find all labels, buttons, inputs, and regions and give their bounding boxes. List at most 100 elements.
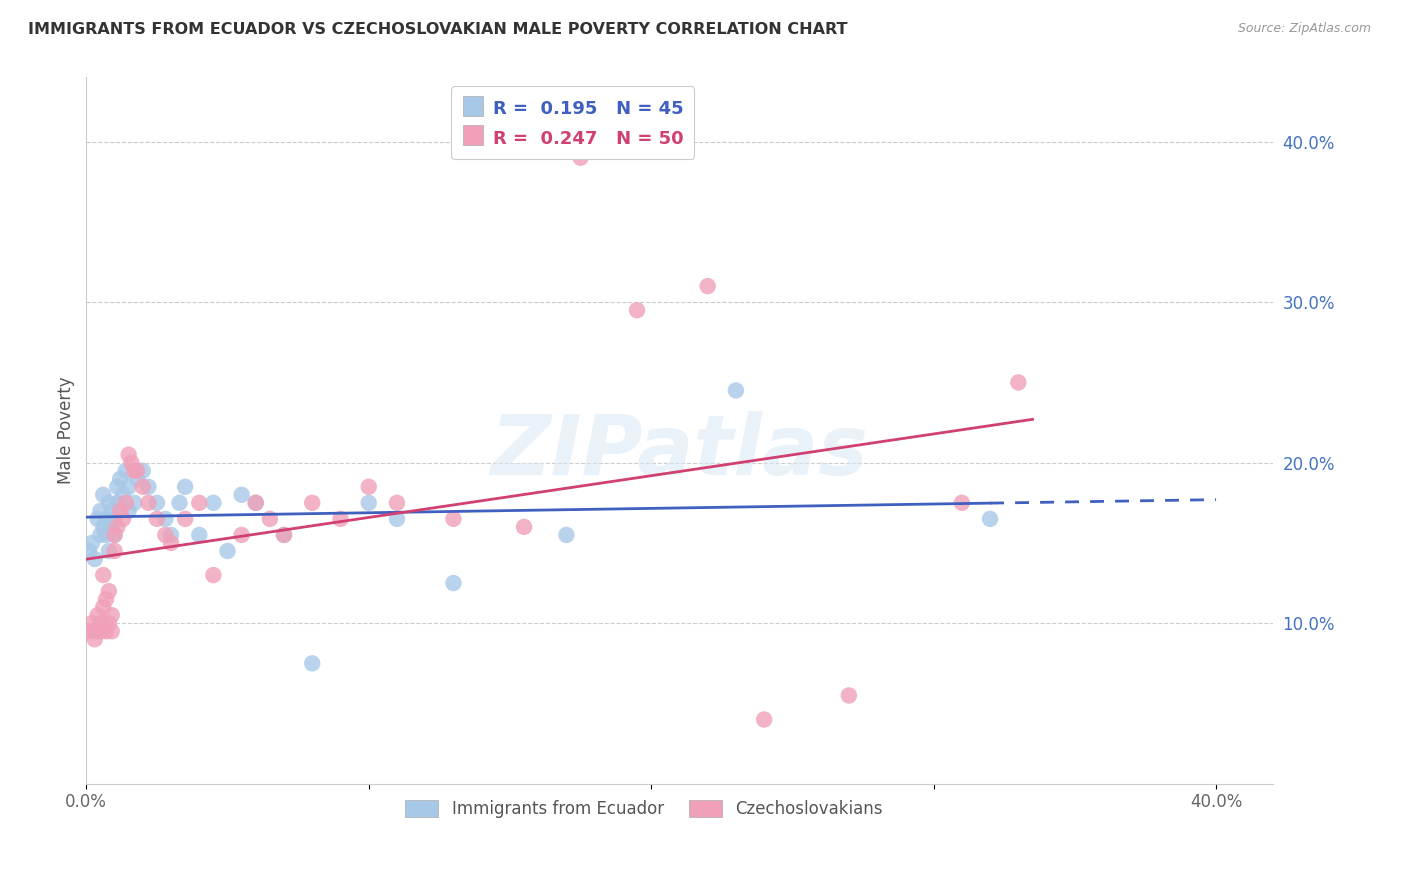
Point (100, 624, 122, 639)
Point (91, 488, 114, 502)
Point (696, 279, 718, 293)
Point (100, 520, 122, 534)
Point (91, 520, 114, 534)
Point (103, 528, 125, 542)
Point (301, 496, 323, 510)
Point (108, 472, 131, 486)
Point (132, 480, 155, 494)
Point (91, 600, 114, 615)
Point (89, 624, 111, 639)
Point (301, 657, 323, 671)
Point (124, 464, 146, 478)
Point (103, 528, 125, 542)
Point (724, 384, 747, 398)
Point (94, 512, 117, 526)
Point (80, 536, 103, 550)
Point (77, 624, 100, 639)
Point (1007, 376, 1029, 390)
Point (83, 632, 105, 647)
Point (443, 512, 465, 526)
Point (97, 496, 120, 510)
Point (513, 520, 536, 534)
Point (118, 480, 141, 494)
Point (950, 496, 973, 510)
Point (752, 713, 775, 727)
Point (97, 616, 120, 631)
Point (146, 512, 169, 526)
Point (138, 480, 160, 494)
Point (103, 544, 125, 558)
Point (105, 496, 128, 510)
Point (86, 512, 108, 526)
Point (155, 528, 177, 542)
Point (121, 456, 143, 470)
Point (91, 568, 114, 582)
Point (443, 576, 465, 591)
Point (329, 512, 352, 526)
Point (160, 528, 183, 542)
Point (979, 512, 1001, 526)
Point (138, 496, 160, 510)
Point (357, 480, 380, 494)
Point (124, 496, 146, 510)
Point (838, 689, 860, 703)
Text: Source: ZipAtlas.com: Source: ZipAtlas.com (1237, 22, 1371, 36)
Point (245, 496, 267, 510)
Point (146, 496, 169, 510)
Text: ZIPatlas: ZIPatlas (491, 411, 869, 492)
Point (555, 528, 578, 542)
Point (100, 504, 122, 518)
Point (626, 303, 648, 318)
Point (111, 488, 134, 502)
Point (385, 496, 408, 510)
Point (114, 464, 136, 478)
Point (111, 512, 134, 526)
Point (202, 496, 225, 510)
Point (80, 616, 103, 631)
Point (245, 496, 267, 510)
Point (108, 504, 131, 518)
Point (83, 624, 105, 639)
Point (174, 512, 197, 526)
Point (202, 568, 225, 582)
Point (169, 496, 191, 510)
Text: IMMIGRANTS FROM ECUADOR VS CZECHOSLOVAKIAN MALE POVERTY CORRELATION CHART: IMMIGRANTS FROM ECUADOR VS CZECHOSLOVAKI… (28, 22, 848, 37)
Legend: Immigrants from Ecuador, Czechoslovakians: Immigrants from Ecuador, Czechoslovakian… (398, 793, 890, 825)
Point (273, 528, 295, 542)
Point (188, 496, 211, 510)
Point (94, 592, 117, 607)
Point (127, 472, 149, 486)
Point (231, 528, 253, 542)
Point (118, 448, 141, 462)
Point (105, 520, 128, 534)
Point (188, 528, 211, 542)
Point (94, 624, 117, 639)
Point (174, 480, 197, 494)
Point (118, 504, 141, 518)
Y-axis label: Male Poverty: Male Poverty (58, 376, 75, 484)
Point (97, 584, 120, 599)
Point (89, 528, 111, 542)
Point (89, 616, 111, 631)
Point (217, 544, 239, 558)
Point (114, 496, 136, 510)
Point (94, 528, 117, 542)
Point (105, 480, 128, 494)
Point (569, 151, 592, 165)
Point (155, 512, 177, 526)
Point (86, 608, 108, 623)
Point (83, 552, 105, 566)
Point (103, 512, 125, 526)
Point (357, 496, 380, 510)
Point (132, 464, 155, 478)
Point (89, 504, 111, 518)
Point (231, 488, 253, 502)
Point (77, 544, 100, 558)
Point (100, 608, 122, 623)
Point (259, 512, 281, 526)
Point (160, 536, 183, 550)
Point (273, 528, 295, 542)
Point (385, 512, 408, 526)
Point (97, 544, 120, 558)
Point (127, 464, 149, 478)
